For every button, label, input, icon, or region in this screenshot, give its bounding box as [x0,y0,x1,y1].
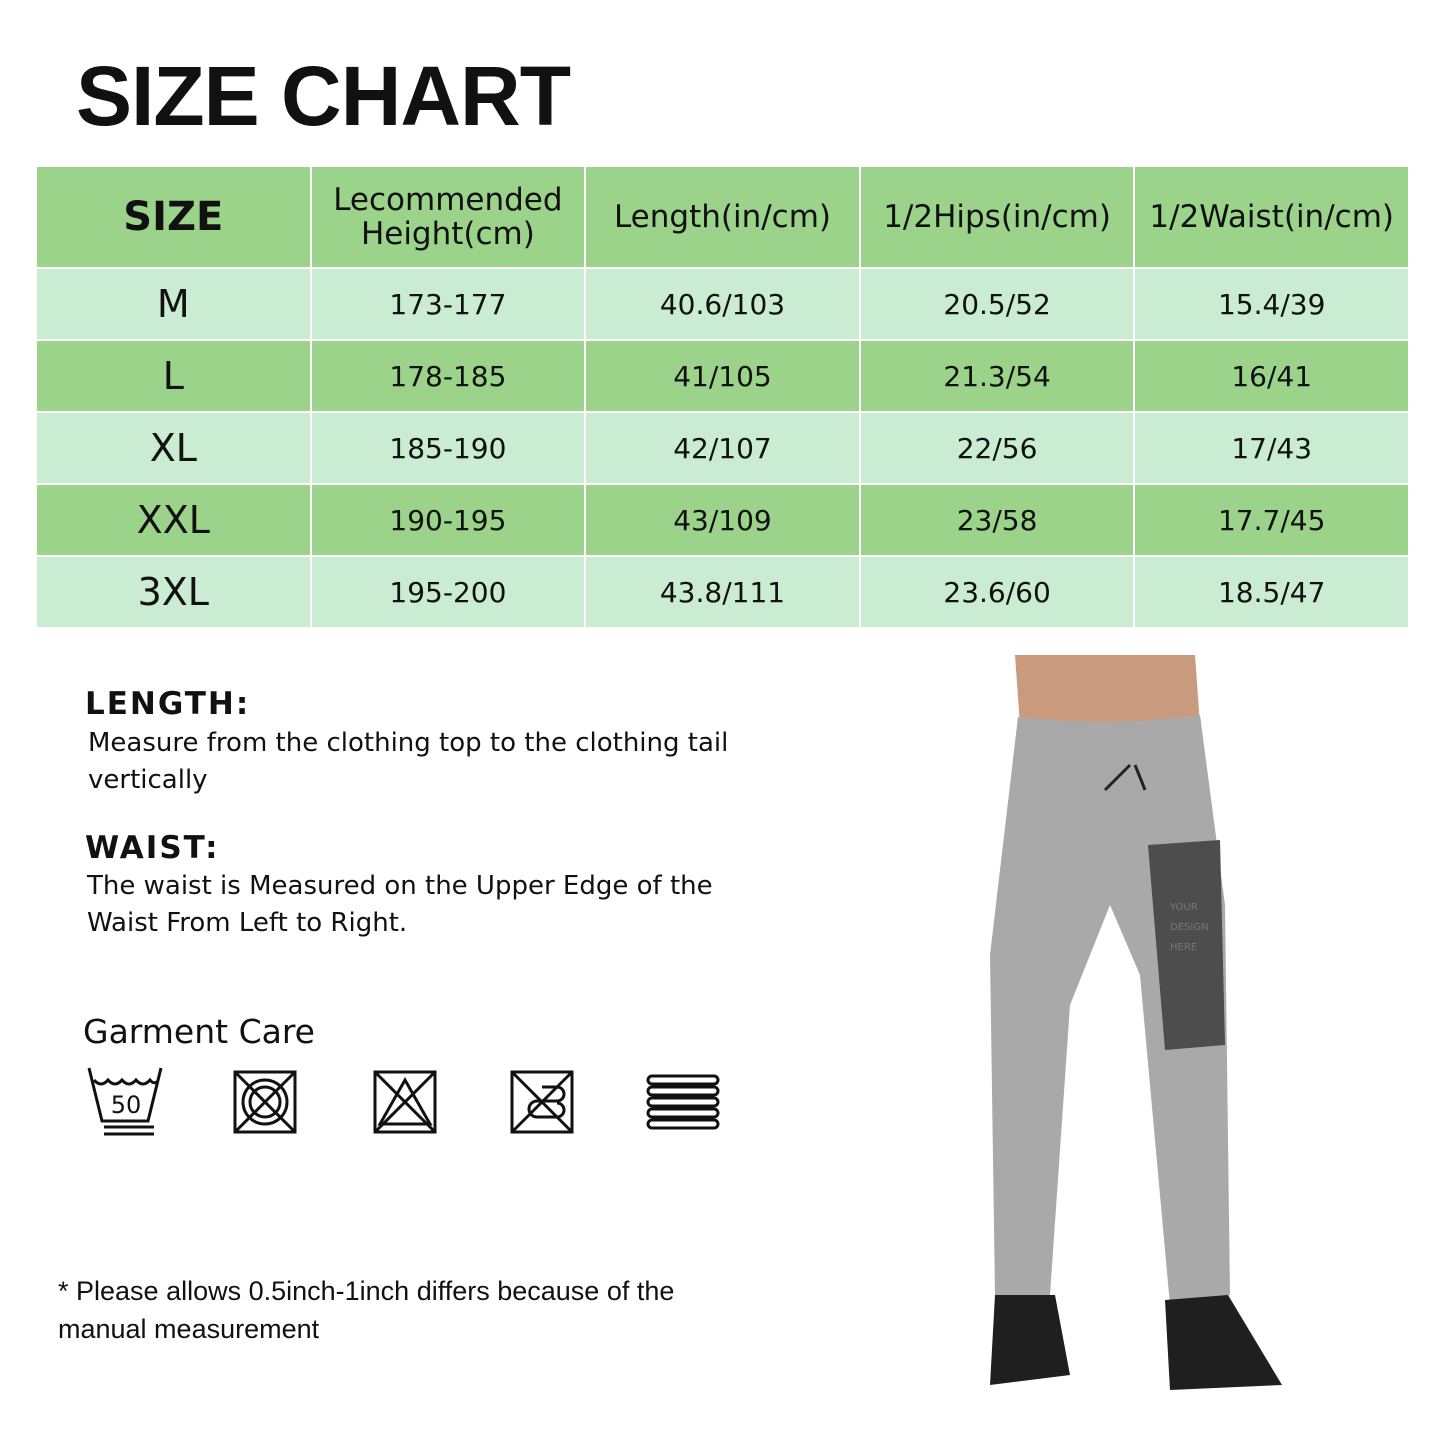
wash-temp: 50 [111,1091,142,1119]
do-not-bleach-icon [373,1070,437,1134]
table-row: 3XL 195-200 43.8/111 23.6/60 18.5/47 [35,555,1410,629]
table-cell: M [35,267,312,341]
header-height: Lecommended Height(cm) [309,165,587,269]
table-cell: XXL [35,483,312,557]
table-cell: 16/41 [1133,339,1410,413]
length-text: Measure from the clothing top to the clo… [88,728,729,795]
table-cell: 17/43 [1133,411,1410,485]
model-torso [1015,655,1200,725]
dry-flat-icon [646,1074,720,1130]
product-photo-joggers: YOUR DESIGN HERE [990,655,1282,1390]
table-cell: 22/56 [858,411,1136,485]
table-cell: 173-177 [309,267,587,341]
header-hips: 1/2Hips(in/cm) [858,165,1136,269]
table-cell: 195-200 [309,555,587,629]
garment-care-heading: Garment Care [83,1012,315,1051]
measurement-note: * Please allows 0.5inch-1inch differs be… [58,1276,675,1344]
svg-text:DESIGN: DESIGN [1170,922,1209,933]
care-icons: 50 [87,1067,720,1136]
table-cell: 23.6/60 [858,555,1136,629]
table-cell: XL [35,411,312,485]
table-cell: 43.8/111 [584,555,861,629]
header-height-label: Lecommended Height(cm) [333,182,563,252]
table-cell: 17.7/45 [1133,483,1410,557]
table-cell: 40.6/103 [584,267,861,341]
table-row: XL 185-190 42/107 22/56 17/43 [35,411,1410,485]
design-print-area [1148,840,1225,1050]
header-length: Length(in/cm) [584,165,861,269]
table-cell: L [35,339,312,413]
waist-text: The waist is Measured on the Upper Edge … [87,871,713,938]
table-cell: 178-185 [309,339,587,413]
table-cell: 20.5/52 [858,267,1136,341]
waist-heading: WAIST: [85,830,220,866]
table-cell: 15.4/39 [1133,267,1410,341]
do-not-dry-clean-icon [510,1070,574,1134]
do-not-tumble-dry-icon [233,1070,297,1134]
length-heading: LENGTH: [85,686,251,722]
table-header: SIZE Lecommended Height(cm) Length(in/cm… [35,165,1410,269]
table-cell: 185-190 [309,411,587,485]
table-row: L 178-185 41/105 21.3/54 16/41 [35,339,1410,413]
table-cell: 21.3/54 [858,339,1136,413]
wash-50-icon: 50 [87,1067,163,1136]
print-label: YOUR [1169,902,1198,913]
table-row: XXL 190-195 43/109 23/58 17.7/45 [35,483,1410,557]
table-cell: 43/109 [584,483,861,557]
header-waist: 1/2Waist(in/cm) [1133,165,1410,269]
size-table: SIZE Lecommended Height(cm) Length(in/cm… [35,165,1410,629]
svg-text:HERE: HERE [1170,942,1197,953]
table-cell: 18.5/47 [1133,555,1410,629]
header-size: SIZE [35,165,312,269]
table-cell: 23/58 [858,483,1136,557]
left-shoe [990,1295,1070,1385]
table-cell: 42/107 [584,411,861,485]
page-title: SIZE CHART [76,49,571,143]
table-cell: 190-195 [309,483,587,557]
right-shoe [1165,1295,1282,1390]
table-row: M 173-177 40.6/103 20.5/52 15.4/39 [35,267,1410,341]
table-cell: 41/105 [584,339,861,413]
table-cell: 3XL [35,555,312,629]
